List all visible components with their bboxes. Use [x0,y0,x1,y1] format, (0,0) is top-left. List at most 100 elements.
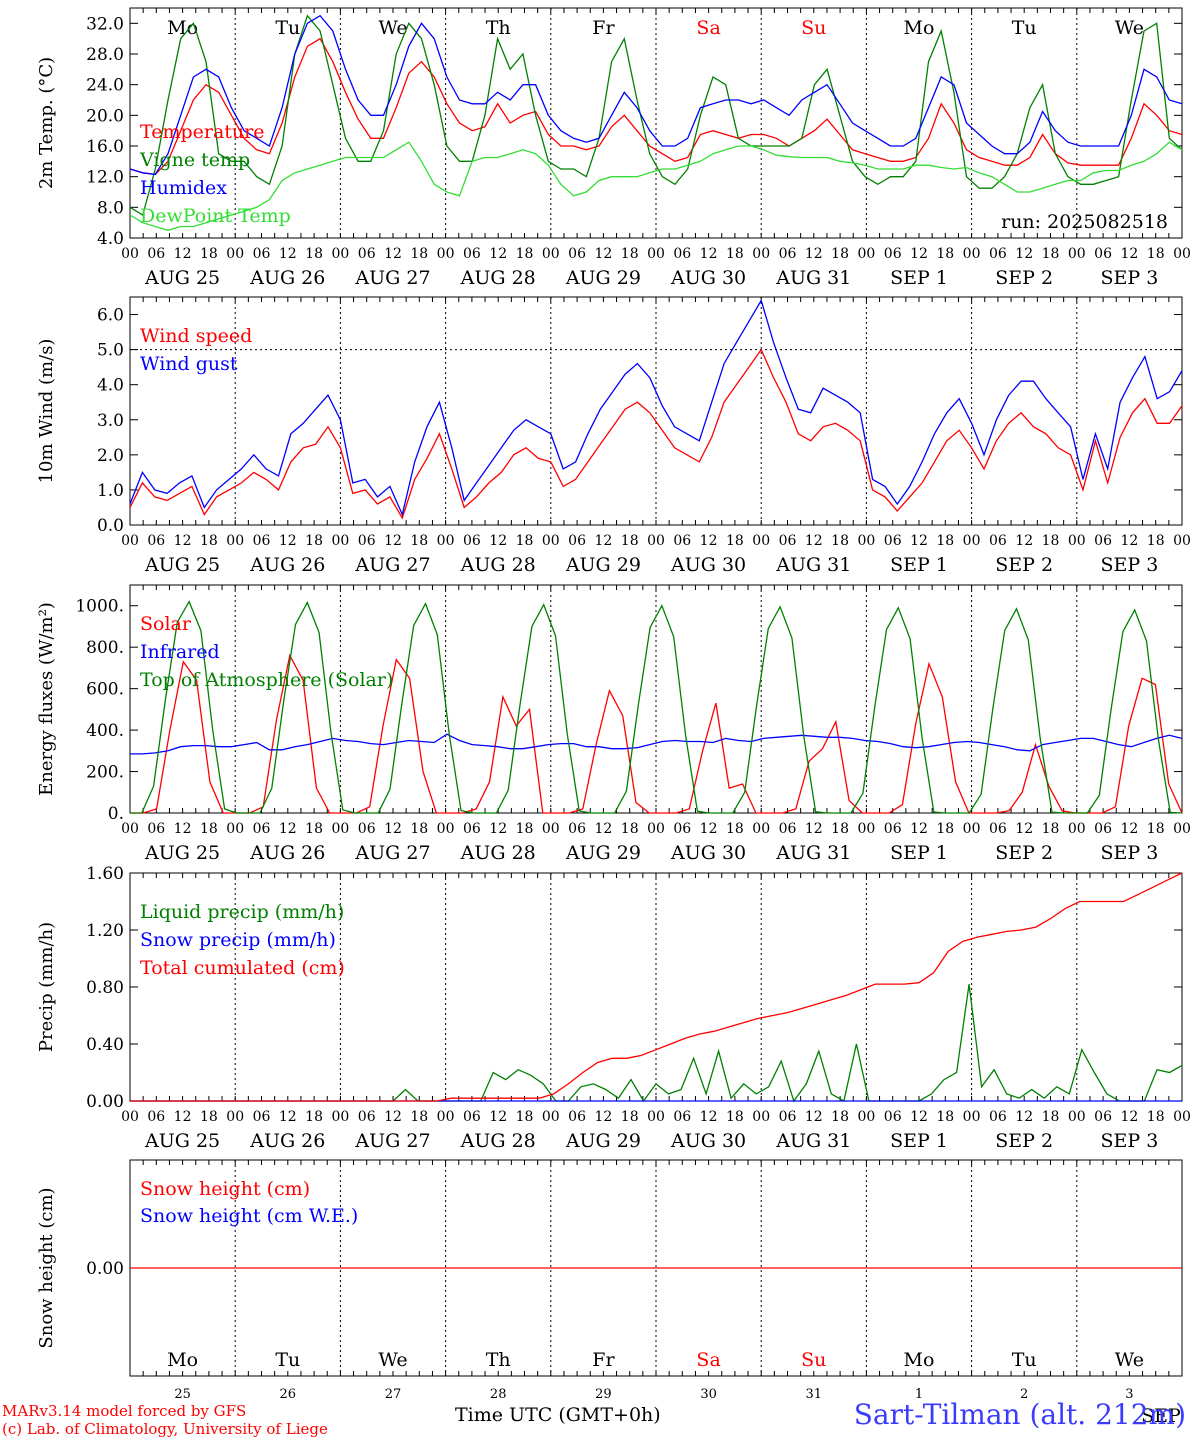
date-label: SEP 1 [890,554,948,576]
date-label: SEP 1 [890,267,948,289]
day-number-label: 3 [1125,1387,1133,1402]
hour-tick-label: 06 [989,821,1007,837]
hour-tick-label: 06 [884,821,902,837]
hour-tick-label: 00 [437,1109,455,1125]
hour-tick-label: 06 [1094,533,1112,549]
hour-tick-label: 18 [305,821,323,837]
hour-tick-label: 06 [463,821,481,837]
hour-tick-label: 18 [621,533,639,549]
hour-tick-label: 12 [805,533,823,549]
date-label: AUG 27 [354,1130,430,1152]
hour-tick-label: 00 [437,821,455,837]
y-tick-label: 200. [86,763,124,783]
weekday-label: Th [486,17,511,39]
y-tick-label: 0.80 [86,978,124,998]
y-tick-label: 28.0 [86,45,124,65]
date-label: AUG 31 [775,842,851,864]
date-label: AUG 29 [565,267,641,289]
date-label: AUG 28 [460,554,536,576]
hour-tick-label: 12 [174,821,192,837]
hour-tick-label: 18 [831,1109,849,1125]
day-number-label: 1 [915,1387,923,1402]
weekday-label: Tu [275,1349,300,1371]
hour-tick-label: 00 [226,821,244,837]
hour-tick-label: 00 [226,246,244,262]
y-tick-label: 1000. [75,597,124,617]
hour-tick-label: 00 [121,1109,139,1125]
weekday-label: Fr [592,17,615,39]
date-label: AUG 29 [565,842,641,864]
legend-entry: Wind gust [140,353,238,375]
hour-tick-label: 06 [147,533,165,549]
series-line [129,348,1183,520]
y-axis-label: 2m Temp. (°C) [36,57,57,189]
legend-entry: Humidex [140,177,227,199]
y-tick-label: 16.0 [86,137,124,157]
hour-tick-label: 00 [857,246,875,262]
hour-tick-label: 12 [1015,246,1033,262]
weekday-label: Fr [592,1349,615,1371]
hour-tick-label: 06 [253,533,271,549]
date-label: SEP 3 [1100,554,1158,576]
hour-tick-label: 12 [594,1109,612,1125]
series-line [130,872,1183,1102]
hour-tick-label: 18 [516,821,534,837]
weekday-label: We [1115,17,1144,39]
date-label: AUG 27 [354,554,430,576]
legend-entry: Total cumulated (cm) [140,957,345,979]
date-label: SEP 3 [1100,1130,1158,1152]
y-tick-label: 6.0 [97,306,124,326]
y-tick-label: 400. [86,721,124,741]
date-label: AUG 25 [144,842,220,864]
hour-tick-label: 06 [779,821,797,837]
date-label: AUG 30 [670,842,746,864]
date-label: AUG 30 [670,267,746,289]
y-tick-label: 2.0 [97,446,124,466]
hour-tick-label: 00 [857,533,875,549]
date-label: SEP 1 [890,842,948,864]
date-label: AUG 28 [460,1130,536,1152]
y-tick-label: 5.0 [97,341,124,361]
legend-entry: Vigne temp [139,149,250,171]
hour-tick-label: 18 [1042,246,1060,262]
hour-tick-label: 18 [305,1109,323,1125]
weekday-label: Th [486,1349,511,1371]
hour-tick-label: 18 [516,1109,534,1125]
date-label: AUG 26 [249,267,325,289]
panel-frame [129,584,1183,814]
hour-tick-label: 18 [305,533,323,549]
y-tick-label: 4.0 [97,376,124,396]
hour-tick-label: 06 [358,1109,376,1125]
weekday-label: Mo [904,1349,935,1371]
date-label: SEP 3 [1100,267,1158,289]
legend-entry: Snow height (cm) [140,1178,310,1200]
hour-tick-label: 00 [1173,821,1191,837]
hour-tick-label: 00 [331,246,349,262]
legend-entry: Temperature [140,121,264,143]
hour-tick-label: 18 [621,246,639,262]
legend-entry: Snow precip (mm/h) [140,929,336,951]
hour-tick-label: 18 [726,821,744,837]
hour-tick-label: 00 [331,821,349,837]
hour-tick-label: 06 [253,246,271,262]
hour-tick-label: 00 [963,821,981,837]
date-label: AUG 27 [354,842,430,864]
hour-tick-label: 12 [279,821,297,837]
hour-tick-label: 12 [910,1109,928,1125]
hour-tick-label: 18 [1042,821,1060,837]
hour-tick-label: 00 [1068,533,1086,549]
weekday-label: We [378,17,407,39]
hour-tick-label: 06 [358,246,376,262]
hour-tick-label: 00 [331,533,349,549]
day-number-label: 27 [385,1387,402,1402]
hour-tick-label: 00 [542,246,560,262]
day-number-label: 31 [806,1387,823,1402]
weekday-label: Tu [1012,17,1037,39]
credit-line-1: MARv3.14 model forced by GFS [2,1402,247,1420]
date-label: AUG 26 [249,1130,325,1152]
date-label: SEP 2 [995,1130,1053,1152]
weekday-label: Mo [167,1349,198,1371]
weekday-label: Mo [167,17,198,39]
hour-tick-label: 00 [1173,1109,1191,1125]
hour-tick-label: 06 [779,533,797,549]
